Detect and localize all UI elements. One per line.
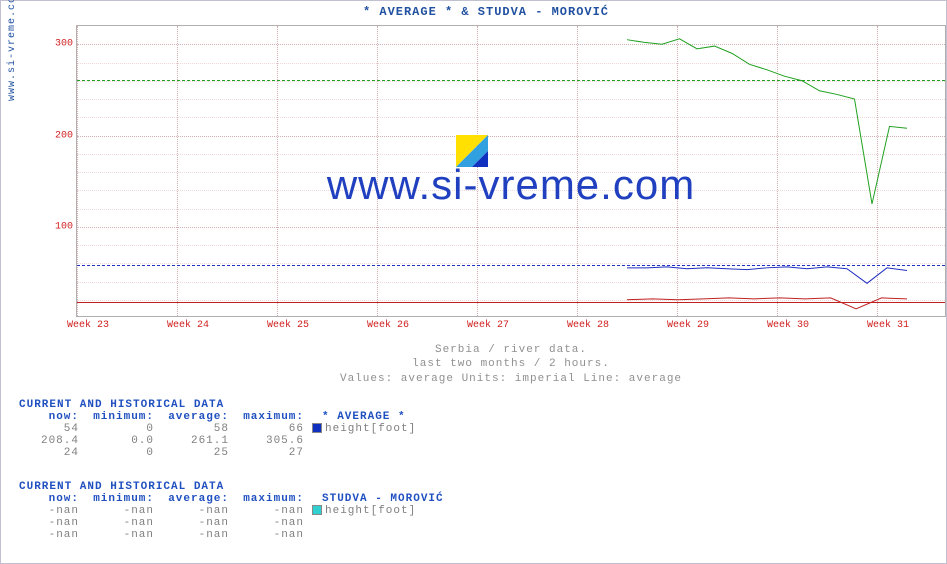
y-tick: 300 — [45, 39, 73, 50]
table-cell: -nan — [229, 517, 304, 529]
table-cell: -nan — [154, 517, 229, 529]
table-cell: 27 — [229, 447, 304, 459]
table-cell: -nan — [79, 517, 154, 529]
x-tick: Week 26 — [367, 320, 409, 331]
table-cell: 305.6 — [229, 435, 304, 447]
x-tick: Week 25 — [267, 320, 309, 331]
y-tick: 100 — [45, 221, 73, 232]
column-header: minimum: — [79, 411, 154, 423]
series-name: STUDVA - MOROVIĆ — [304, 493, 444, 505]
table-cell: 66 — [229, 423, 304, 435]
table-cell: -nan — [19, 517, 79, 529]
table-cell: -nan — [79, 529, 154, 541]
x-tick: Week 28 — [567, 320, 609, 331]
side-label: www.si-vreme.com — [7, 0, 18, 101]
x-tick: Week 23 — [67, 320, 109, 331]
column-header: average: — [154, 411, 229, 423]
x-tick: Week 27 — [467, 320, 509, 331]
info-block: Serbia / river data. last two months / 2… — [76, 343, 946, 386]
table-cell: -nan — [154, 505, 229, 517]
column-header: now: — [19, 411, 79, 423]
column-header: minimum: — [79, 493, 154, 505]
table-cell: -nan — [19, 505, 79, 517]
column-header: maximum: — [229, 411, 304, 423]
column-header: maximum: — [229, 493, 304, 505]
x-tick: Week 29 — [667, 320, 709, 331]
chart-title: * AVERAGE * & STUDVA - MOROVIĆ — [31, 5, 941, 19]
table-cell: -nan — [229, 505, 304, 517]
y-tick: 200 — [45, 130, 73, 141]
column-header: average: — [154, 493, 229, 505]
table-cell: -nan — [229, 529, 304, 541]
table-cell: 261.1 — [154, 435, 229, 447]
table-cell: -nan — [154, 529, 229, 541]
data-section: CURRENT AND HISTORICAL DATAnow:minimum:a… — [19, 399, 416, 459]
series-label: height[foot] — [325, 423, 416, 435]
table-cell: 208.4 — [19, 435, 79, 447]
data-section-title: CURRENT AND HISTORICAL DATA — [19, 399, 416, 411]
table-cell: 25 — [154, 447, 229, 459]
legend-swatch — [312, 505, 322, 515]
legend-swatch — [312, 423, 322, 433]
column-header: now: — [19, 493, 79, 505]
x-tick: Week 24 — [167, 320, 209, 331]
table-cell: 58 — [154, 423, 229, 435]
chart-container: * AVERAGE * & STUDVA - MOROVIĆ 100 200 300… — [31, 5, 941, 345]
data-section-title: CURRENT AND HISTORICAL DATA — [19, 481, 444, 493]
data-section: CURRENT AND HISTORICAL DATAnow:minimum:a… — [19, 481, 444, 541]
table-cell: 0 — [79, 447, 154, 459]
table-cell: 54 — [19, 423, 79, 435]
info-line-1: Serbia / river data. — [76, 343, 946, 357]
x-tick: Week 31 — [867, 320, 909, 331]
table-cell: -nan — [19, 529, 79, 541]
x-tick: Week 30 — [767, 320, 809, 331]
series-label: height[foot] — [325, 505, 416, 517]
table-cell: -nan — [79, 505, 154, 517]
plot-area: 100200300Week 23Week 24Week 25Week 26Wee… — [76, 25, 946, 317]
series-name: * AVERAGE * — [304, 411, 406, 423]
info-line-2: last two months / 2 hours. — [76, 357, 946, 371]
info-line-3: Values: average Units: imperial Line: av… — [76, 372, 946, 386]
table-cell: 0 — [79, 423, 154, 435]
watermark-logo — [456, 135, 488, 167]
table-cell: 0.0 — [79, 435, 154, 447]
table-cell: 24 — [19, 447, 79, 459]
